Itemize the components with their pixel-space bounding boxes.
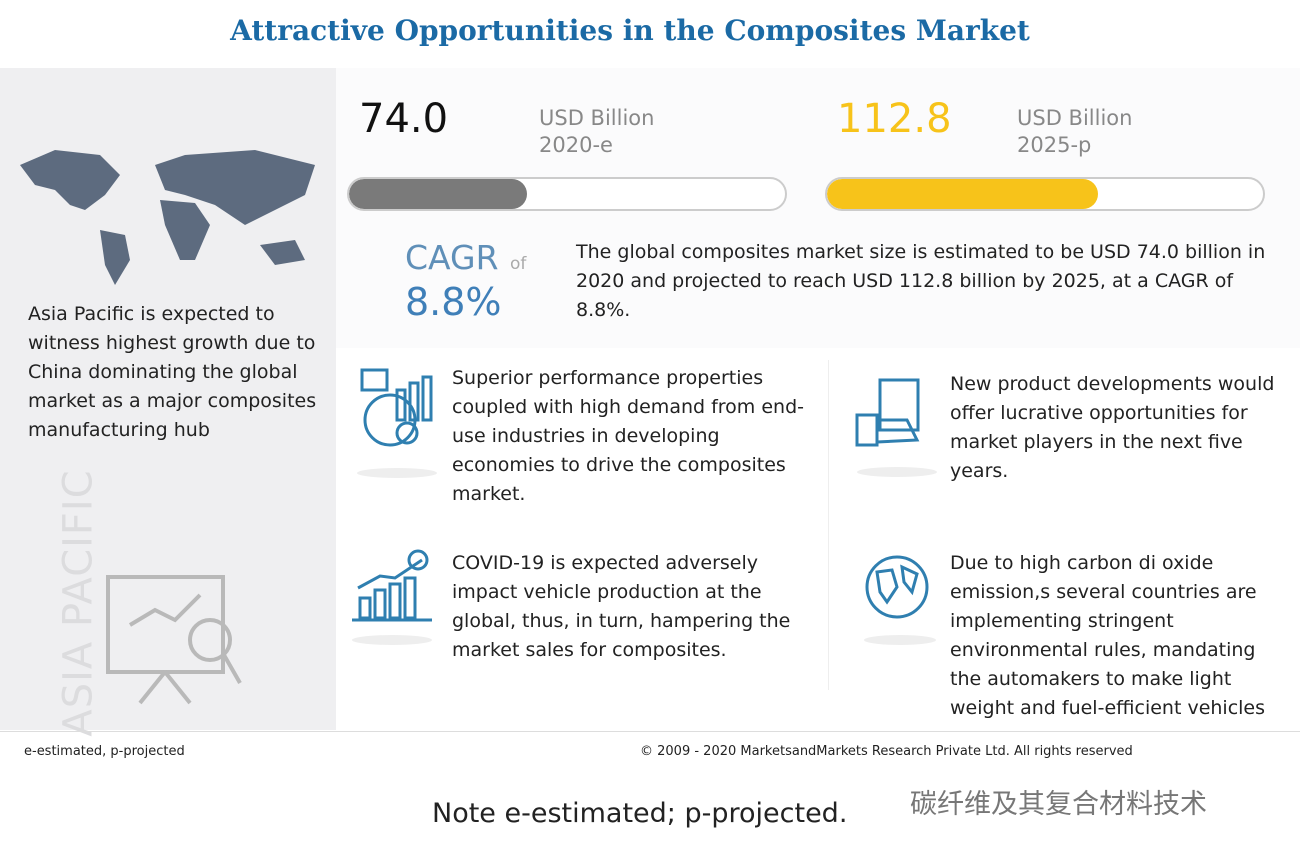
title: Attractive Opportunities in the Composit… — [230, 14, 1030, 47]
region-text: Asia Pacific is expected to witness high… — [28, 303, 317, 441]
region-watermark: ASIA PACIFIC — [55, 469, 102, 737]
driver-icon — [352, 549, 432, 645]
metric-value: 112.8 — [837, 96, 952, 142]
bar-fill — [827, 179, 1098, 209]
driver-text: Superior performance properties coupled … — [452, 367, 805, 505]
cagr-value: 8.8% — [405, 280, 502, 324]
analysis-icon — [106, 575, 242, 705]
bar-track — [347, 177, 787, 211]
metric-year: 2020-e — [539, 133, 613, 157]
driver-icon — [864, 555, 936, 645]
footer-note: e-estimated, p-projected — [24, 744, 185, 759]
caption-note: Note e-estimated; p-projected. — [432, 798, 848, 829]
metric-unit: USD Billion — [1017, 106, 1133, 130]
footer-rule — [0, 731, 1300, 732]
metric-unit: USD Billion — [539, 106, 655, 130]
divider — [828, 360, 829, 690]
driver-text: Due to high carbon di oxide emission,s s… — [950, 552, 1266, 719]
caption-watermark: 碳纤维及其复合材料技术 — [910, 789, 1207, 820]
bar-fill — [349, 179, 527, 209]
metric-value: 74.0 — [359, 96, 449, 142]
cagr-label: CAGR — [405, 238, 499, 277]
cagr-text: The global composites market size is est… — [576, 241, 1266, 321]
metric-year: 2025-p — [1017, 133, 1092, 157]
cagr-of: of — [510, 254, 527, 274]
driver-text: New product developments would offer luc… — [950, 373, 1275, 482]
world-map — [20, 150, 315, 285]
driver-text: COVID-19 is expected adversely impact ve… — [452, 552, 791, 661]
driver-icon — [855, 378, 937, 477]
bar-track — [825, 177, 1265, 211]
driver-icon — [357, 368, 437, 478]
copyright: © 2009 - 2020 MarketsandMarkets Research… — [640, 744, 1133, 759]
